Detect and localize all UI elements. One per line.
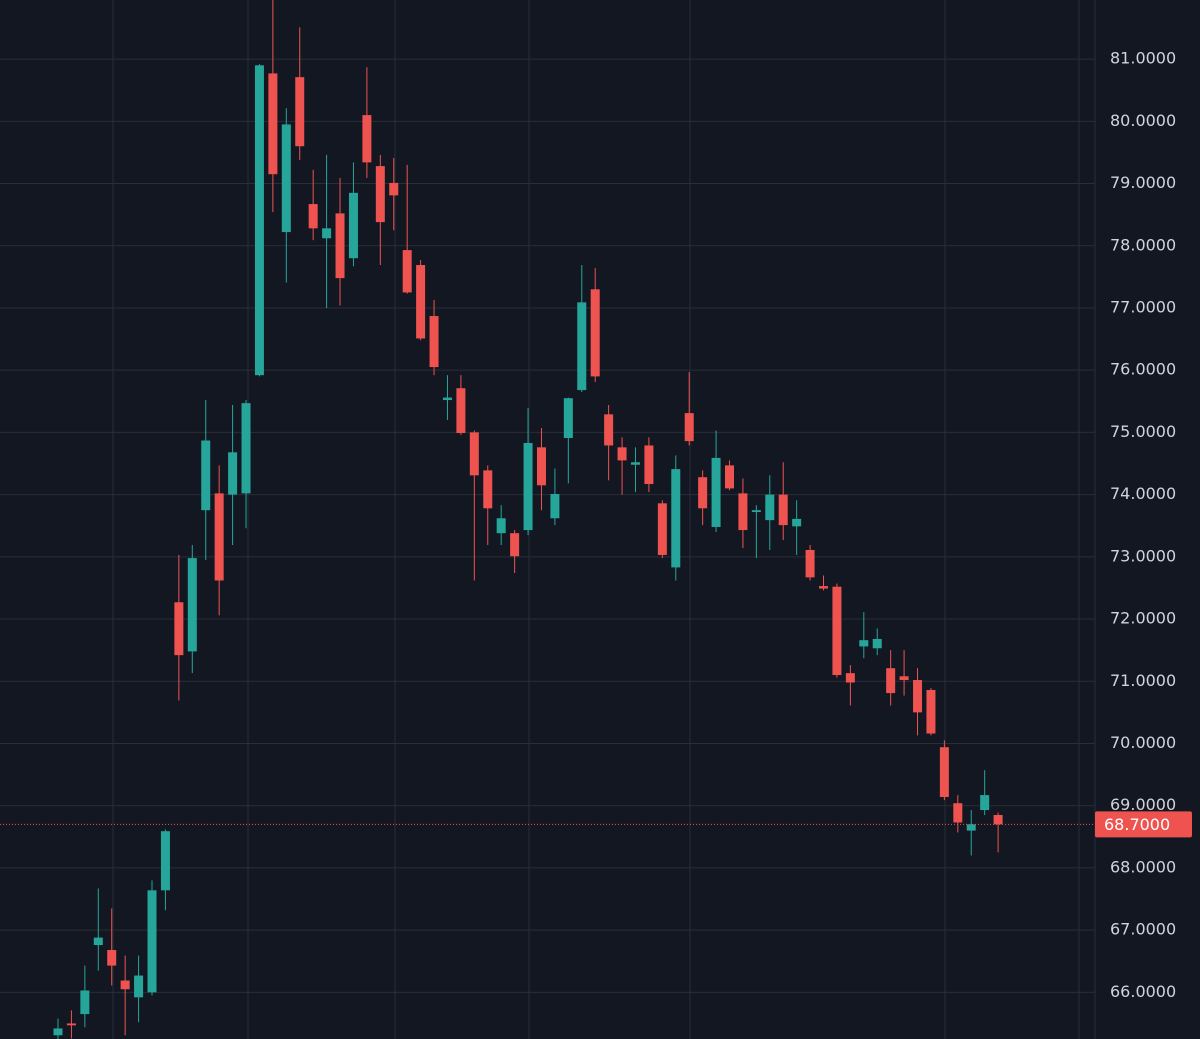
candle-body [174, 602, 184, 656]
y-tick-label: 75.0000 [1110, 422, 1176, 441]
candle-body [375, 166, 385, 223]
candle-body [859, 640, 869, 647]
y-tick-label: 70.0000 [1110, 733, 1176, 752]
y-tick-label: 66.0000 [1110, 982, 1176, 1001]
candle-body [536, 447, 546, 486]
candle-body [805, 549, 815, 578]
candle-body [254, 65, 264, 376]
candle-body [939, 747, 949, 797]
candle-body [160, 831, 170, 891]
candle-body [577, 302, 587, 391]
candle-body [483, 470, 493, 509]
candle-body [644, 445, 654, 485]
candle-body [550, 493, 560, 519]
candle-body [402, 250, 412, 293]
candle-body [711, 457, 721, 527]
candle-body [819, 586, 829, 589]
candle-body [228, 452, 238, 495]
candle-body [617, 447, 627, 461]
y-tick-label: 68.0000 [1110, 857, 1176, 876]
y-tick-label: 73.0000 [1110, 546, 1176, 565]
candle-body [966, 824, 976, 831]
candle-body [926, 689, 936, 734]
candle-body [657, 503, 667, 555]
candle-body [496, 518, 506, 534]
candle-body [469, 432, 479, 476]
candle-body [80, 990, 90, 1015]
candle-body [281, 124, 291, 233]
candle-body [953, 803, 963, 823]
y-tick-label: 71.0000 [1110, 671, 1176, 690]
candle-body [389, 182, 399, 196]
y-tick-label: 79.0000 [1110, 173, 1176, 192]
candle-body [886, 668, 896, 694]
candle-body [295, 77, 305, 147]
candle-body [725, 465, 734, 489]
candle-body [134, 975, 144, 998]
candle-body [456, 388, 466, 434]
last-price-label: 68.7000 [1104, 815, 1170, 834]
candle-body [241, 403, 251, 494]
candle-body [107, 950, 117, 966]
candle-body [590, 289, 600, 377]
candle-body [899, 676, 909, 681]
y-tick-label: 81.0000 [1110, 49, 1176, 68]
candle-body [214, 493, 224, 581]
candle-body [268, 73, 278, 175]
y-tick-label: 69.0000 [1110, 795, 1176, 814]
candle-body [442, 397, 452, 401]
candle-body [308, 204, 318, 229]
candle-body [698, 477, 708, 509]
candle-body [792, 518, 802, 527]
time-grid [112, 0, 1080, 1039]
candle-body [980, 795, 990, 811]
candle-body [335, 213, 345, 279]
candle-body [348, 192, 358, 259]
candle-body [751, 510, 761, 513]
candle-body [563, 398, 573, 438]
candle-body [832, 586, 842, 676]
candle-body [523, 442, 533, 531]
y-tick-label: 74.0000 [1110, 484, 1176, 503]
candle-body [201, 440, 211, 511]
y-tick-label: 72.0000 [1110, 609, 1176, 628]
y-tick-label: 78.0000 [1110, 235, 1176, 254]
candle-body [187, 558, 197, 652]
candle-body [671, 469, 681, 568]
candle-body [147, 890, 157, 993]
candle-body [993, 815, 1003, 825]
y-tick-label: 76.0000 [1110, 360, 1176, 379]
candle-body [362, 115, 372, 163]
candle-body [429, 316, 439, 368]
candle-body [604, 414, 614, 446]
last-price-box [1095, 811, 1192, 838]
candle-body [778, 494, 788, 526]
candle-body [510, 533, 520, 557]
candle-body [630, 462, 640, 465]
y-tick-label: 77.0000 [1110, 297, 1176, 316]
y-tick-label: 67.0000 [1110, 920, 1176, 939]
candle-body [93, 937, 103, 946]
candle-body [66, 1023, 76, 1026]
candle-body [913, 680, 923, 713]
candle-body [416, 265, 426, 339]
candle-body [53, 1028, 63, 1036]
candle-body [684, 413, 694, 442]
candle-body [765, 494, 775, 521]
candle-body [845, 673, 855, 683]
candle-body [872, 638, 882, 649]
candle-body [322, 228, 332, 239]
y-tick-label: 80.0000 [1110, 111, 1176, 130]
candle-body [738, 493, 748, 531]
candle-body [120, 980, 130, 990]
